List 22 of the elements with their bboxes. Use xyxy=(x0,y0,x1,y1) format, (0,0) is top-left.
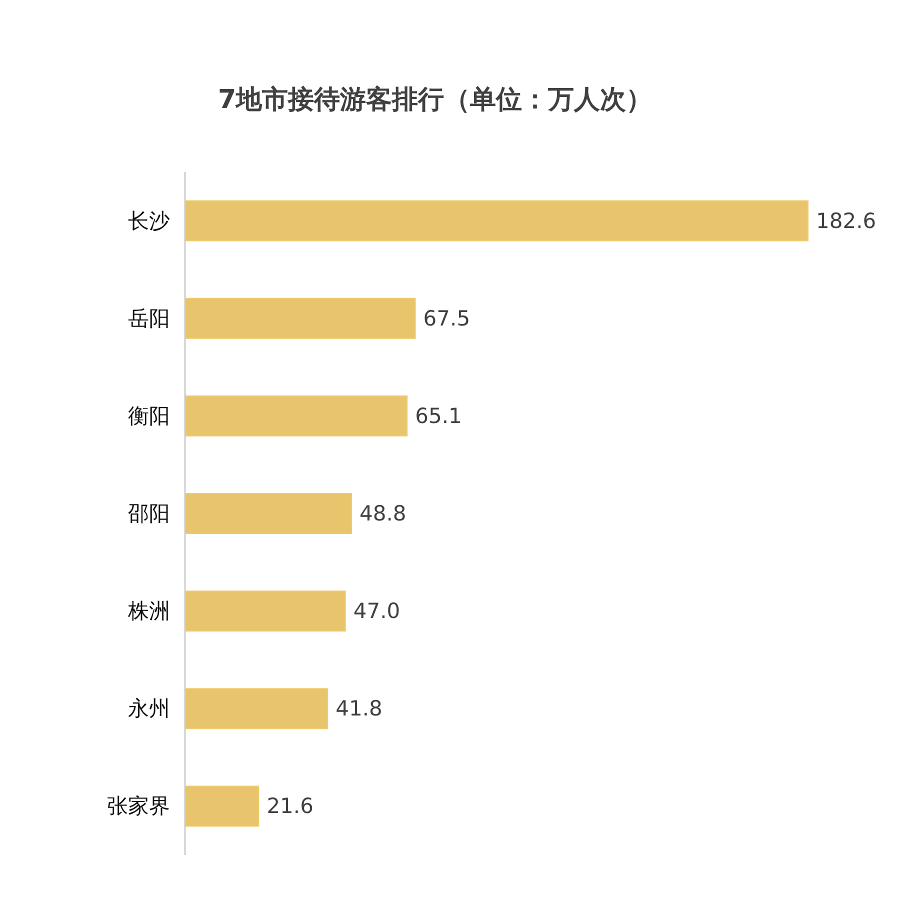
y-tick-label: 永州 xyxy=(128,696,170,721)
y-tick-label: 长沙 xyxy=(128,208,170,233)
data-label: 65.1 xyxy=(415,404,462,428)
bar xyxy=(184,298,416,339)
y-tick-label: 岳阳 xyxy=(128,306,170,330)
y-tick-label: 张家界 xyxy=(107,794,170,818)
data-label: 47.0 xyxy=(353,599,400,624)
data-label: 41.8 xyxy=(336,696,382,721)
data-label: 182.6 xyxy=(816,208,876,233)
bar xyxy=(184,590,346,632)
bar xyxy=(184,200,808,242)
data-label: 67.5 xyxy=(423,306,470,330)
data-label: 21.6 xyxy=(266,794,314,818)
chart-title: 7地市接待游客排行（单位：万人次） xyxy=(218,85,652,115)
bar xyxy=(184,688,328,730)
y-tick-label: 邵阳 xyxy=(128,502,170,526)
y-tick-label: 衡阳 xyxy=(128,404,170,428)
bar xyxy=(184,395,408,436)
y-tick-label: 株洲 xyxy=(127,599,170,624)
bar xyxy=(184,786,260,827)
data-label: 48.8 xyxy=(359,502,406,526)
bar xyxy=(184,493,352,534)
